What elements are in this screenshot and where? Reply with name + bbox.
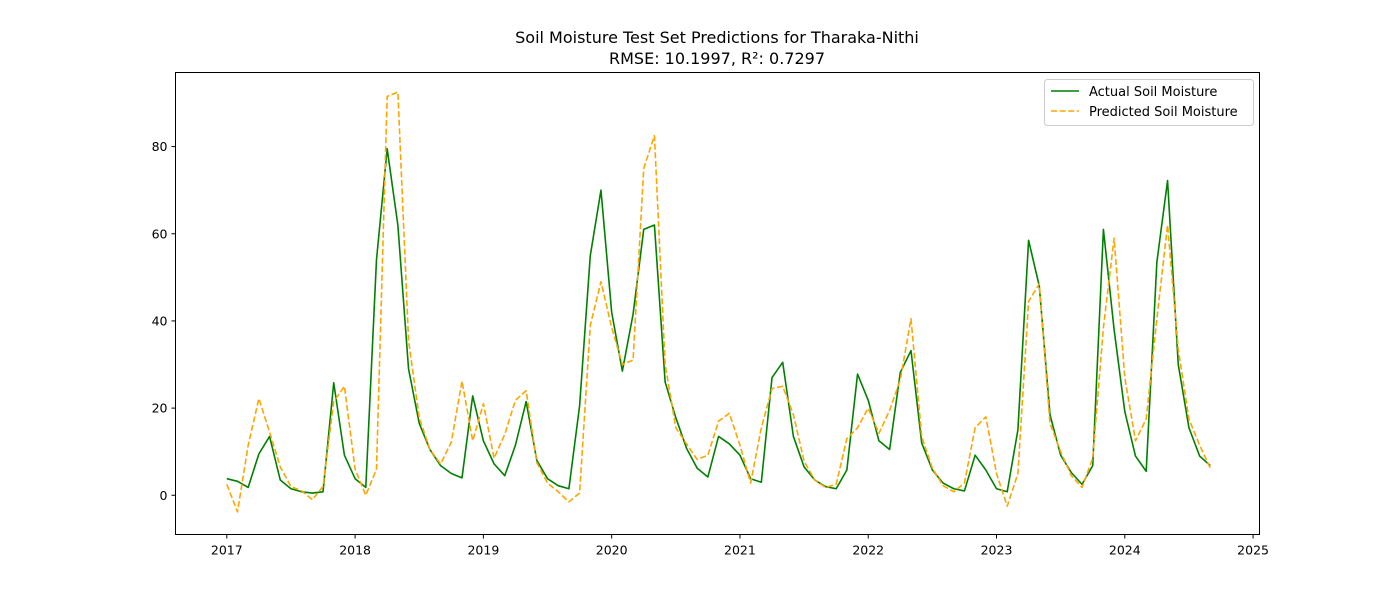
legend: Actual Soil Moisture Predicted Soil Mois…: [1045, 80, 1254, 126]
x-tick-label: 2021: [724, 543, 756, 558]
legend-label-actual: Actual Soil Moisture: [1089, 85, 1217, 100]
x-tick-label: 2020: [596, 543, 628, 558]
y-tick-label: 20: [152, 401, 168, 416]
x-tick-label: 2019: [467, 543, 499, 558]
y-tick-label: 40: [152, 313, 168, 328]
legend-label-predicted: Predicted Soil Moisture: [1089, 105, 1238, 120]
y-tick-label: 60: [152, 226, 168, 241]
x-tick-label: 2017: [211, 543, 243, 558]
chart-subtitle: RMSE: 10.1997, R²: 0.7297: [609, 49, 825, 68]
x-tick-label: 2025: [1237, 543, 1269, 558]
y-tick-label: 0: [160, 488, 168, 503]
x-tick-label: 2018: [339, 543, 371, 558]
chart-title: Soil Moisture Test Set Predictions for T…: [515, 28, 919, 47]
x-tick-label: 2023: [981, 543, 1013, 558]
y-tick-label: 80: [152, 139, 168, 154]
x-tick-label: 2022: [852, 543, 884, 558]
x-tick-label: 2024: [1109, 543, 1141, 558]
